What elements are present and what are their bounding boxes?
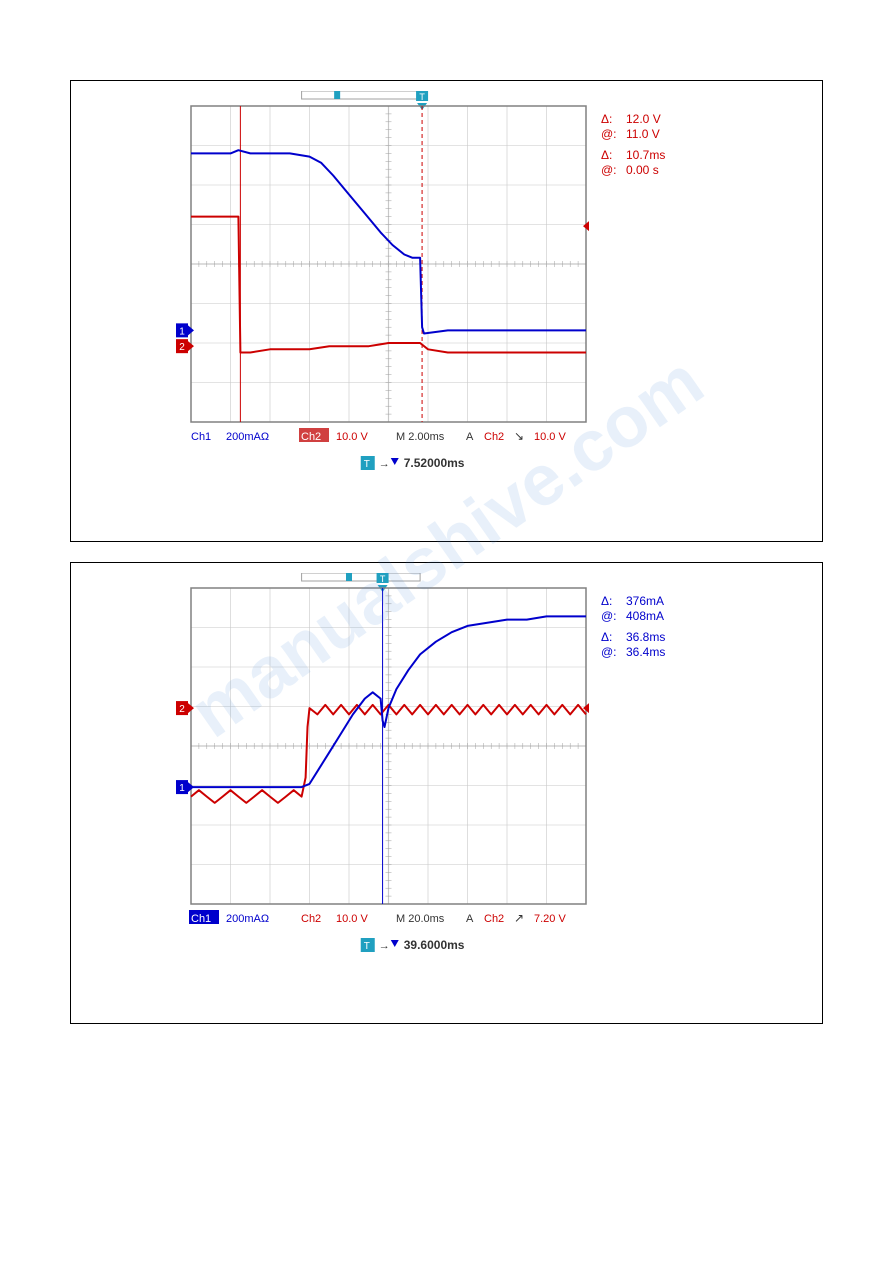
svg-text:36.4ms: 36.4ms xyxy=(626,645,665,659)
svg-text:10.7ms: 10.7ms xyxy=(626,148,665,162)
svg-text:11.0 V: 11.0 V xyxy=(626,127,660,141)
svg-text:A: A xyxy=(466,913,474,925)
svg-text:@:: @: xyxy=(601,645,617,659)
svg-text:→: → xyxy=(379,940,390,952)
svg-text:2: 2 xyxy=(179,704,185,715)
scope-1-container: T 1 2 Δ: 12.0 V @: 11.0 V Δ: 10.7ms @: 0.00 s Ch1 20… xyxy=(70,80,823,542)
scope-2-svg: T 1 2 Δ: 376mA @: 408mA Δ: 36.8ms @: 36.4ms Ch1 200m… xyxy=(91,573,731,993)
svg-text:M 2.00ms: M 2.00ms xyxy=(396,431,445,443)
svg-text:2: 2 xyxy=(179,342,185,353)
scope-1-svg: T 1 2 Δ: 12.0 V @: 11.0 V Δ: 10.7ms @: 0.00 s Ch1 20… xyxy=(91,91,731,511)
svg-text:M 20.0ms: M 20.0ms xyxy=(396,913,445,925)
svg-text:↗: ↗ xyxy=(514,911,524,925)
svg-text:Δ:: Δ: xyxy=(601,630,612,644)
scope-2-container: T 1 2 Δ: 376mA @: 408mA Δ: 36.8ms @: 36.4ms Ch1 200m… xyxy=(70,562,823,1024)
svg-text:408mA: 408mA xyxy=(626,609,664,623)
svg-text:Δ:: Δ: xyxy=(601,594,612,608)
svg-text:Ch2: Ch2 xyxy=(301,913,321,925)
svg-text:0.00 s: 0.00 s xyxy=(626,163,659,177)
svg-text:Δ:: Δ: xyxy=(601,112,612,126)
svg-text:10.0 V: 10.0 V xyxy=(534,431,566,443)
svg-text:39.6000ms: 39.6000ms xyxy=(404,938,465,952)
svg-text:200mAΩ: 200mAΩ xyxy=(226,913,269,925)
svg-text:10.0 V: 10.0 V xyxy=(336,431,368,443)
svg-text:T: T xyxy=(380,574,386,584)
svg-text:Ch1: Ch1 xyxy=(191,913,211,925)
svg-text:376mA: 376mA xyxy=(626,594,664,608)
scope-2: T 1 2 Δ: 376mA @: 408mA Δ: 36.8ms @: 36.4ms Ch1 200m… xyxy=(91,573,802,1013)
svg-text:200mAΩ: 200mAΩ xyxy=(226,431,269,443)
svg-text:T: T xyxy=(419,92,425,102)
svg-text:Ch2: Ch2 xyxy=(301,431,321,443)
scope-1: T 1 2 Δ: 12.0 V @: 11.0 V Δ: 10.7ms @: 0.00 s Ch1 20… xyxy=(91,91,802,531)
svg-text:T: T xyxy=(364,459,370,470)
svg-text:→: → xyxy=(379,458,390,470)
page-content: T 1 2 Δ: 12.0 V @: 11.0 V Δ: 10.7ms @: 0.00 s Ch1 20… xyxy=(0,0,893,1094)
svg-text:A: A xyxy=(466,431,474,443)
svg-text:↘: ↘ xyxy=(514,429,524,443)
svg-text:7.52000ms: 7.52000ms xyxy=(404,456,465,470)
svg-text:T: T xyxy=(364,941,370,952)
svg-text:1: 1 xyxy=(179,783,185,794)
svg-text:36.8ms: 36.8ms xyxy=(626,630,665,644)
svg-text:@:: @: xyxy=(601,127,617,141)
svg-text:12.0 V: 12.0 V xyxy=(626,112,661,126)
svg-text:Ch2: Ch2 xyxy=(484,913,504,925)
svg-text:@:: @: xyxy=(601,163,617,177)
svg-text:@:: @: xyxy=(601,609,617,623)
svg-text:7.20 V: 7.20 V xyxy=(534,913,566,925)
svg-text:1: 1 xyxy=(179,326,185,337)
svg-text:10.0 V: 10.0 V xyxy=(336,913,368,925)
svg-text:Δ:: Δ: xyxy=(601,148,612,162)
svg-text:Ch2: Ch2 xyxy=(484,431,504,443)
svg-text:Ch1: Ch1 xyxy=(191,431,211,443)
